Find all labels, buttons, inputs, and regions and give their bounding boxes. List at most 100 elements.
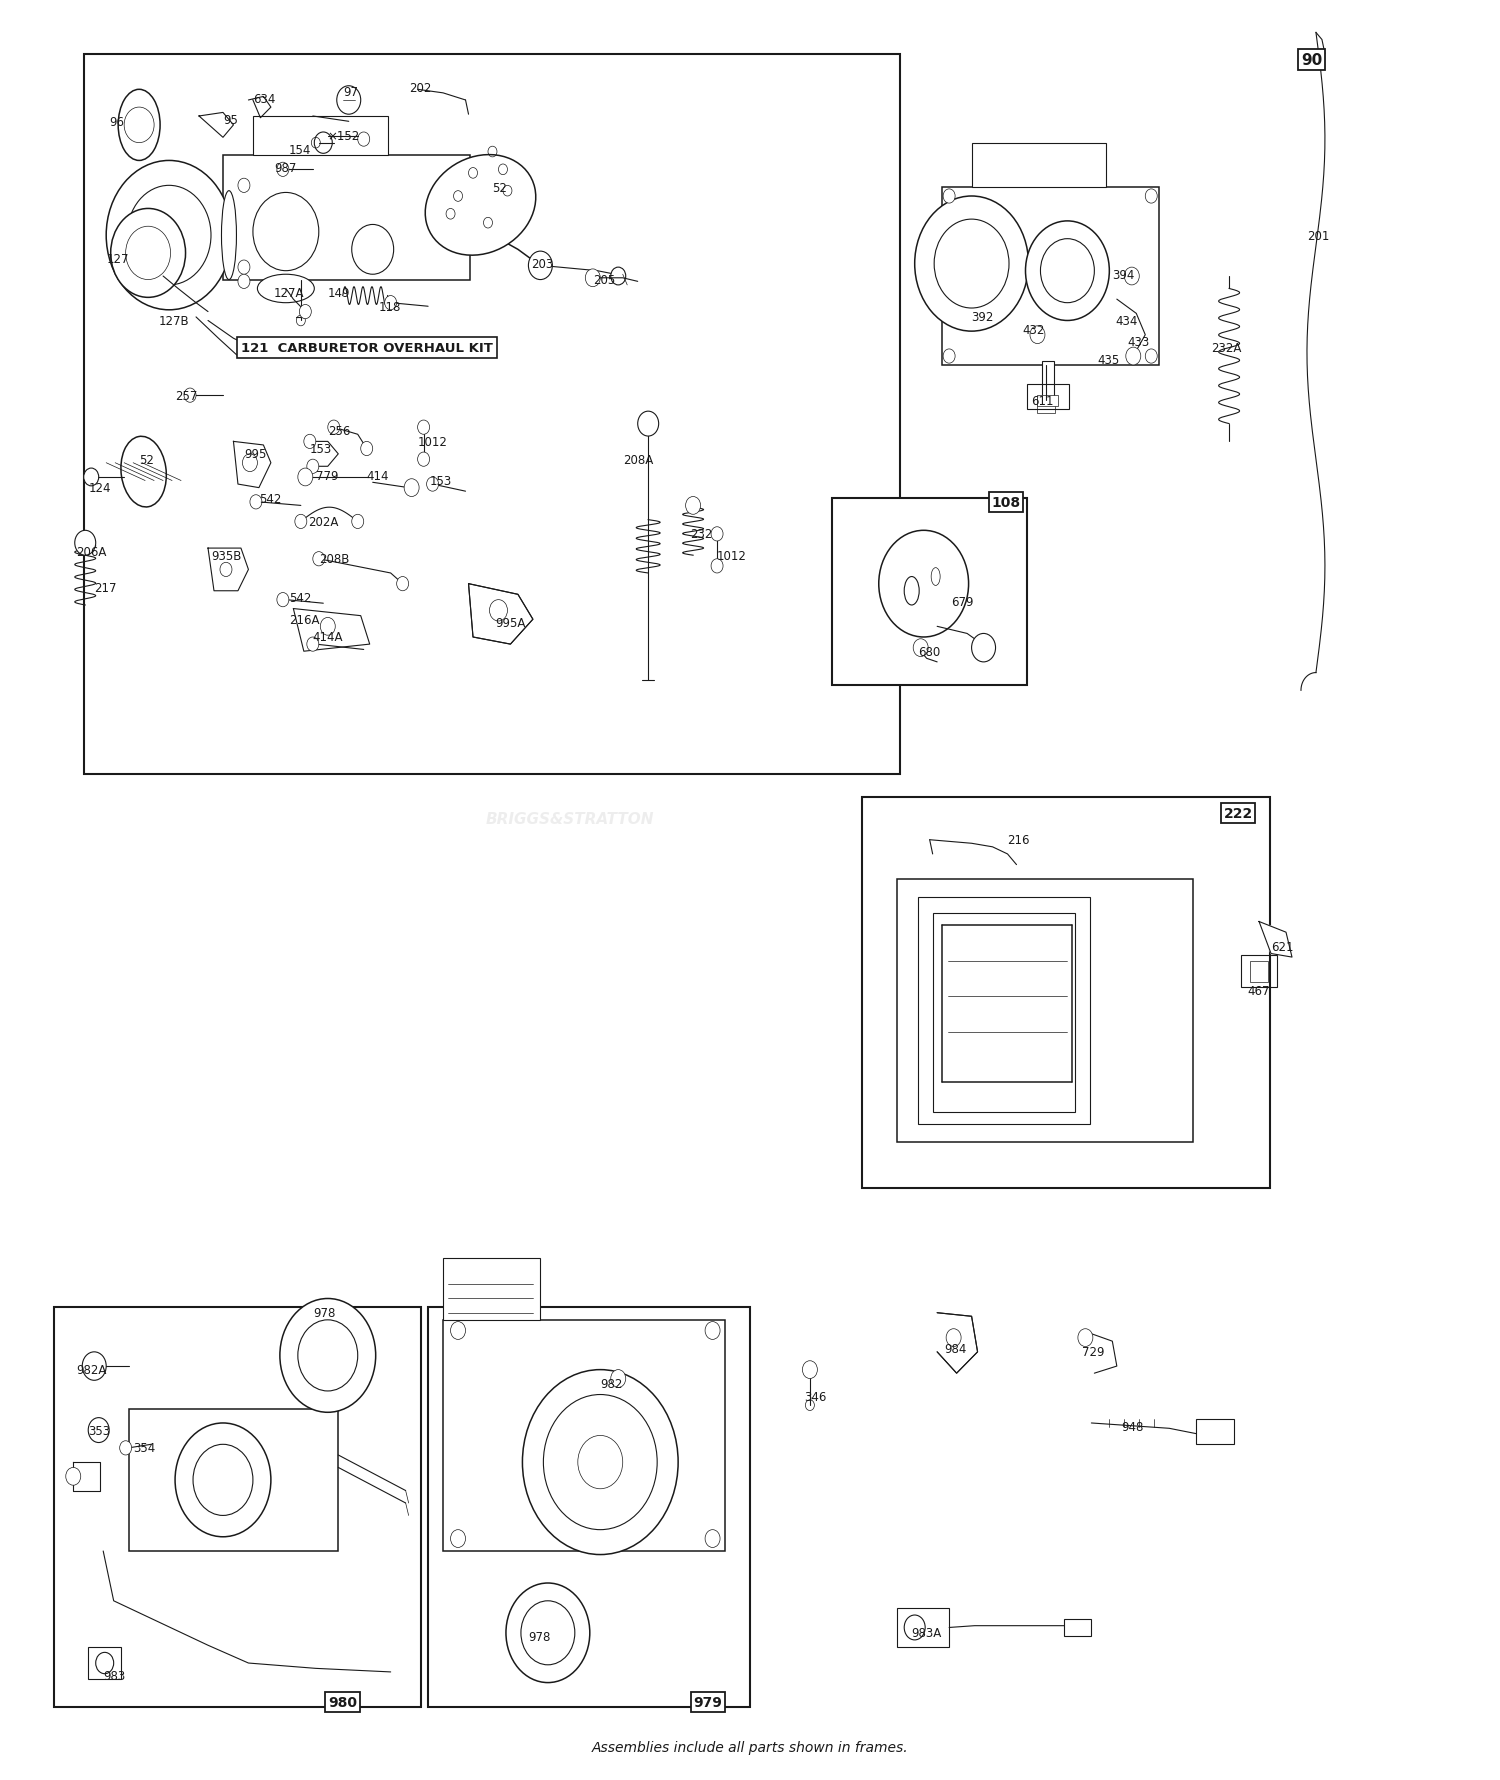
Bar <box>254 117 387 157</box>
Circle shape <box>610 269 626 287</box>
Circle shape <box>404 479 418 497</box>
Text: 202A: 202A <box>309 516 339 529</box>
Circle shape <box>360 441 372 456</box>
Circle shape <box>417 452 429 466</box>
Text: 121  CARBURETOR OVERHAUL KIT: 121 CARBURETOR OVERHAUL KIT <box>242 342 494 354</box>
Text: 95: 95 <box>224 114 238 126</box>
Circle shape <box>384 297 396 311</box>
Circle shape <box>1030 326 1045 344</box>
Text: 980: 980 <box>328 1695 357 1709</box>
Text: 634: 634 <box>254 93 276 105</box>
Text: 611: 611 <box>1032 395 1054 408</box>
Text: 982A: 982A <box>76 1363 106 1376</box>
Ellipse shape <box>118 91 160 162</box>
Bar <box>933 913 1076 1112</box>
Circle shape <box>1026 222 1110 320</box>
Text: 153: 153 <box>310 443 332 456</box>
Text: 414: 414 <box>366 470 388 482</box>
Text: 202: 202 <box>408 82 430 94</box>
Text: 203: 203 <box>531 258 554 271</box>
Circle shape <box>176 1424 272 1536</box>
Text: 217: 217 <box>94 582 117 595</box>
Text: 353: 353 <box>88 1424 111 1436</box>
Circle shape <box>106 162 232 312</box>
Circle shape <box>610 1371 626 1388</box>
Circle shape <box>184 388 196 402</box>
Circle shape <box>522 1371 678 1554</box>
Text: 153: 153 <box>429 475 451 488</box>
Bar <box>427 1308 750 1707</box>
Bar <box>224 157 470 281</box>
Bar <box>897 879 1192 1143</box>
Circle shape <box>1078 1330 1094 1347</box>
Bar <box>1028 384 1069 409</box>
Text: 52: 52 <box>140 454 154 466</box>
Text: 621: 621 <box>1270 940 1293 954</box>
Circle shape <box>904 1614 926 1639</box>
Circle shape <box>531 256 549 278</box>
Text: 256: 256 <box>328 425 350 438</box>
Circle shape <box>111 210 186 299</box>
Bar <box>942 189 1158 365</box>
Bar <box>84 55 900 774</box>
Text: 52: 52 <box>492 182 507 194</box>
Text: 982: 982 <box>600 1378 622 1390</box>
Bar <box>1038 395 1059 406</box>
Circle shape <box>506 1582 590 1682</box>
Ellipse shape <box>424 155 536 256</box>
Text: Assemblies include all parts shown in frames.: Assemblies include all parts shown in fr… <box>591 1739 909 1753</box>
Text: 205: 205 <box>592 274 615 287</box>
Text: 542: 542 <box>290 593 310 605</box>
Ellipse shape <box>222 192 237 281</box>
Text: 127A: 127A <box>274 287 304 299</box>
Circle shape <box>944 190 956 205</box>
Circle shape <box>879 530 969 637</box>
Circle shape <box>298 468 314 486</box>
Circle shape <box>686 497 700 514</box>
Circle shape <box>338 87 360 116</box>
Circle shape <box>251 495 262 509</box>
Text: 206A: 206A <box>76 546 106 559</box>
Circle shape <box>417 420 429 434</box>
Text: 90: 90 <box>1300 53 1322 68</box>
Circle shape <box>1146 190 1156 205</box>
Circle shape <box>328 420 340 434</box>
Text: 124: 124 <box>88 482 111 495</box>
Circle shape <box>351 514 363 529</box>
Text: 432: 432 <box>1023 324 1046 336</box>
Text: 433: 433 <box>1128 336 1149 349</box>
Text: 96: 96 <box>110 116 125 128</box>
Text: 679: 679 <box>951 596 974 609</box>
Circle shape <box>528 253 552 281</box>
Text: 346: 346 <box>804 1390 826 1403</box>
Bar <box>442 1321 724 1550</box>
Circle shape <box>82 1353 106 1381</box>
Bar <box>972 144 1107 189</box>
Circle shape <box>711 527 723 541</box>
Bar <box>833 498 1028 685</box>
Text: 983A: 983A <box>912 1627 942 1639</box>
Text: 257: 257 <box>176 390 198 402</box>
Ellipse shape <box>258 276 315 304</box>
Circle shape <box>96 1652 114 1673</box>
Text: 149: 149 <box>328 287 351 299</box>
Bar <box>442 1258 540 1321</box>
Text: 127: 127 <box>106 253 129 265</box>
Text: 729: 729 <box>1083 1346 1106 1358</box>
Text: 394: 394 <box>1113 269 1134 281</box>
Circle shape <box>351 226 393 276</box>
Polygon shape <box>234 441 272 488</box>
Text: 208A: 208A <box>622 454 652 466</box>
Text: 978: 978 <box>314 1307 334 1319</box>
Circle shape <box>802 1362 818 1380</box>
Circle shape <box>75 530 96 555</box>
Circle shape <box>238 262 250 276</box>
Text: BRIGGS&STRATTON: BRIGGS&STRATTON <box>486 812 654 826</box>
Circle shape <box>944 349 956 363</box>
Text: 978: 978 <box>528 1630 550 1643</box>
Polygon shape <box>74 1461 100 1490</box>
Circle shape <box>1125 269 1140 287</box>
Bar <box>1196 1420 1233 1445</box>
Circle shape <box>314 552 326 566</box>
Text: 979: 979 <box>693 1695 723 1709</box>
